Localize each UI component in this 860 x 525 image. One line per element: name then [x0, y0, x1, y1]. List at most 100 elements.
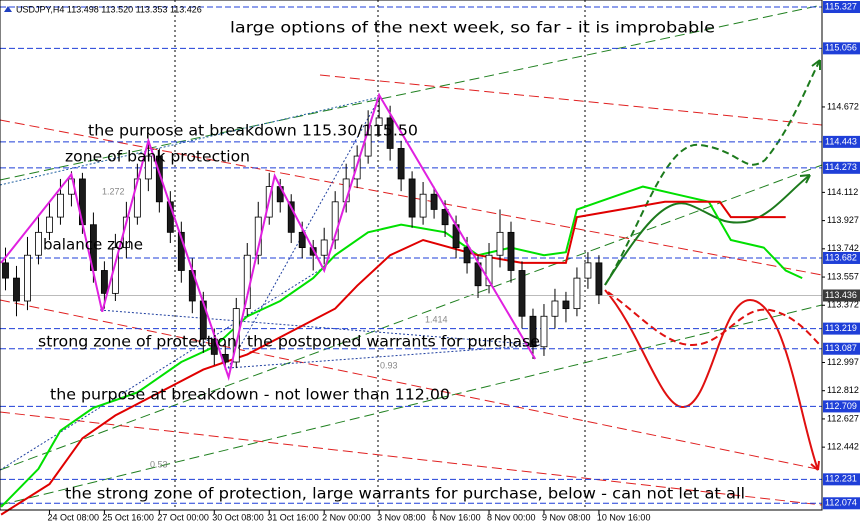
candle-body — [2, 262, 9, 279]
x-tick-label: 25 Oct 16:00 — [102, 512, 154, 522]
fib-label: 0.53 — [150, 459, 168, 469]
fib-label: 1.272 — [102, 186, 125, 196]
plot-frame — [0, 0, 823, 511]
candle-body — [57, 193, 64, 218]
level-label: 115.056 — [825, 43, 857, 53]
x-tick-label: 9 Nov 08:00 — [542, 512, 591, 522]
x-tick-label: 10 Nov 16:00 — [597, 512, 651, 522]
x-tick-label: 24 Oct 08:00 — [47, 512, 99, 522]
candle-body — [177, 231, 185, 271]
forecast-arrow — [810, 460, 820, 471]
annotation: balance zone — [43, 236, 143, 254]
x-tick-label: 3 Nov 08:00 — [377, 512, 426, 522]
annotation: strong zone of protection, the postponed… — [38, 333, 540, 351]
forecast — [604, 59, 821, 471]
forecast-path — [607, 291, 821, 347]
channel-line — [0, 96, 381, 186]
level-box — [823, 42, 860, 55]
candle-body — [298, 231, 306, 249]
y-tick-label: 112.997 — [827, 357, 859, 367]
candle-body — [408, 178, 416, 218]
candle-body — [584, 262, 592, 279]
x-tick-label: 6 Nov 16:00 — [432, 512, 481, 522]
channel-line — [319, 74, 823, 126]
forecast-arrow — [799, 174, 811, 184]
y-tick-label: 113.372 — [827, 300, 859, 310]
level-box — [823, 342, 860, 355]
candle-body — [397, 148, 405, 180]
y-tick-label: 113.927 — [827, 215, 859, 225]
x-tick-label: 2 Nov 00:00 — [322, 512, 371, 522]
channel-line — [0, 304, 823, 506]
candle-body — [320, 239, 328, 256]
candle-body — [46, 216, 53, 233]
forecast-arrow — [811, 59, 821, 70]
candle-body — [287, 201, 295, 233]
y-tick-label: 114.112 — [827, 187, 858, 197]
candle-body — [551, 300, 559, 317]
candle-body — [13, 277, 20, 302]
annotation: large options of the next week, so far -… — [230, 19, 715, 37]
candle-body — [485, 254, 493, 287]
zigzag — [0, 92, 537, 381]
channel-line — [0, 4, 823, 181]
fib-line — [99, 309, 541, 346]
candle-body — [232, 308, 240, 363]
candle-body — [386, 117, 394, 149]
x-tick-label: 8 Nov 00:00 — [487, 512, 536, 522]
annotation: the strong zone of protection, large war… — [65, 485, 745, 503]
annotations: large options of the next week, so far -… — [38, 19, 745, 503]
x-tick-label: 27 Oct 00:00 — [157, 512, 209, 522]
candle-body — [419, 193, 427, 218]
y-tick-label: 112.812 — [827, 385, 859, 395]
y-tick-label: 113.742 — [827, 243, 859, 253]
forecast-path — [604, 289, 819, 471]
fib-label: 0.93 — [380, 360, 398, 370]
candle-body — [595, 262, 603, 296]
level-box — [823, 497, 860, 510]
candle-body — [24, 254, 31, 302]
candle-body — [562, 300, 570, 310]
chart-title: USDJPY,H4 113.498 113.520 113.353 113.42… — [16, 4, 202, 14]
level-box — [823, 135, 860, 148]
channel-line — [0, 119, 823, 276]
candle-body — [518, 270, 526, 317]
zigzag-line — [0, 92, 537, 381]
channel-line — [0, 164, 823, 471]
level-box — [823, 1, 860, 14]
level-box — [823, 322, 860, 335]
channel-line — [0, 411, 823, 506]
level-label: 115.327 — [825, 1, 857, 11]
level-label: 112.231 — [825, 474, 857, 484]
candle-body — [441, 209, 449, 226]
candle-body — [463, 247, 471, 264]
y-tick-label: 112.442 — [827, 442, 859, 452]
candle-body — [35, 231, 42, 256]
y-tick-label: 114.672 — [827, 101, 859, 111]
annotation: the purpose at breakdown 115.30/115.50 — [88, 122, 418, 140]
y-tick-label: 113.557 — [827, 271, 859, 281]
y-tick-label: 112.627 — [827, 413, 859, 423]
candle-body — [430, 193, 438, 210]
candles — [2, 93, 603, 370]
level-box — [823, 473, 860, 486]
candle-body — [496, 231, 504, 256]
fib-line — [0, 267, 324, 471]
candle-body — [540, 315, 548, 348]
level-box — [823, 400, 860, 413]
level-label: 113.219 — [825, 323, 857, 333]
candle-body — [144, 155, 152, 180]
candle-body — [375, 117, 383, 126]
level-box — [823, 161, 860, 174]
candle-body — [573, 277, 581, 310]
symbol-icon — [4, 6, 12, 12]
fib-label: 1.414 — [425, 314, 448, 324]
level-label: 114.273 — [825, 162, 857, 172]
candle-body — [331, 201, 339, 241]
x-tick-label: 30 Oct 08:00 — [212, 512, 264, 522]
level-label: 113.682 — [825, 252, 857, 262]
x-tick-label: 31 Oct 16:00 — [267, 512, 319, 522]
forecast-path — [604, 174, 811, 286]
